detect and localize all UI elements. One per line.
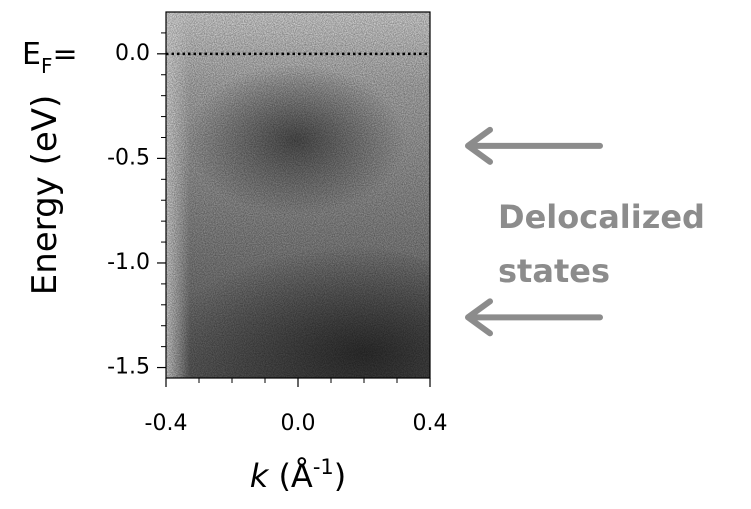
annotation-arrow xyxy=(465,126,603,165)
x-tick-label: -0.4 xyxy=(145,411,188,436)
fermi-label: EF= xyxy=(22,37,78,78)
y-tick-label: -1.0 xyxy=(107,250,150,275)
x-axis-variable: k xyxy=(250,457,270,495)
intensity-map xyxy=(166,12,430,378)
y-tick-label: -0.5 xyxy=(107,145,150,170)
y-tick-label: 0.0 xyxy=(115,41,150,66)
fermi-suffix: = xyxy=(52,37,77,72)
annotation-text: states xyxy=(498,252,610,290)
annotation-text: Delocalized xyxy=(498,198,705,236)
annotation-arrow xyxy=(465,298,603,337)
x-tick-label: 0.0 xyxy=(281,411,316,436)
x-axis-unit: (Å xyxy=(268,457,313,495)
fermi-subscript: F xyxy=(41,54,53,78)
fermi-symbol: E xyxy=(22,37,41,72)
y-axis-label: Energy (eV) xyxy=(25,95,65,296)
y-tick-label: -1.5 xyxy=(107,355,150,380)
x-axis-label: k (Å-1) xyxy=(250,455,347,495)
x-tick-label: 0.4 xyxy=(413,411,448,436)
x-axis-close: ) xyxy=(334,457,346,495)
x-axis-exponent: -1 xyxy=(313,455,334,479)
